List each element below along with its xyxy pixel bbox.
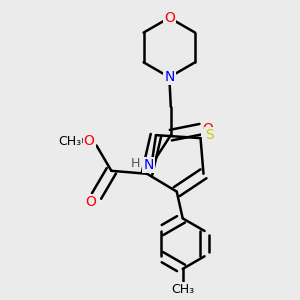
Text: O: O [84,134,94,148]
Text: N: N [143,158,154,172]
Text: S: S [205,128,214,142]
Text: O: O [202,122,213,136]
Text: methyl: methyl [59,138,83,144]
Text: CH₃: CH₃ [171,283,194,296]
Text: CH₃: CH₃ [58,135,81,148]
Text: H: H [130,157,140,170]
Text: O: O [164,11,175,25]
Text: O: O [86,195,97,209]
Text: N: N [164,70,175,84]
